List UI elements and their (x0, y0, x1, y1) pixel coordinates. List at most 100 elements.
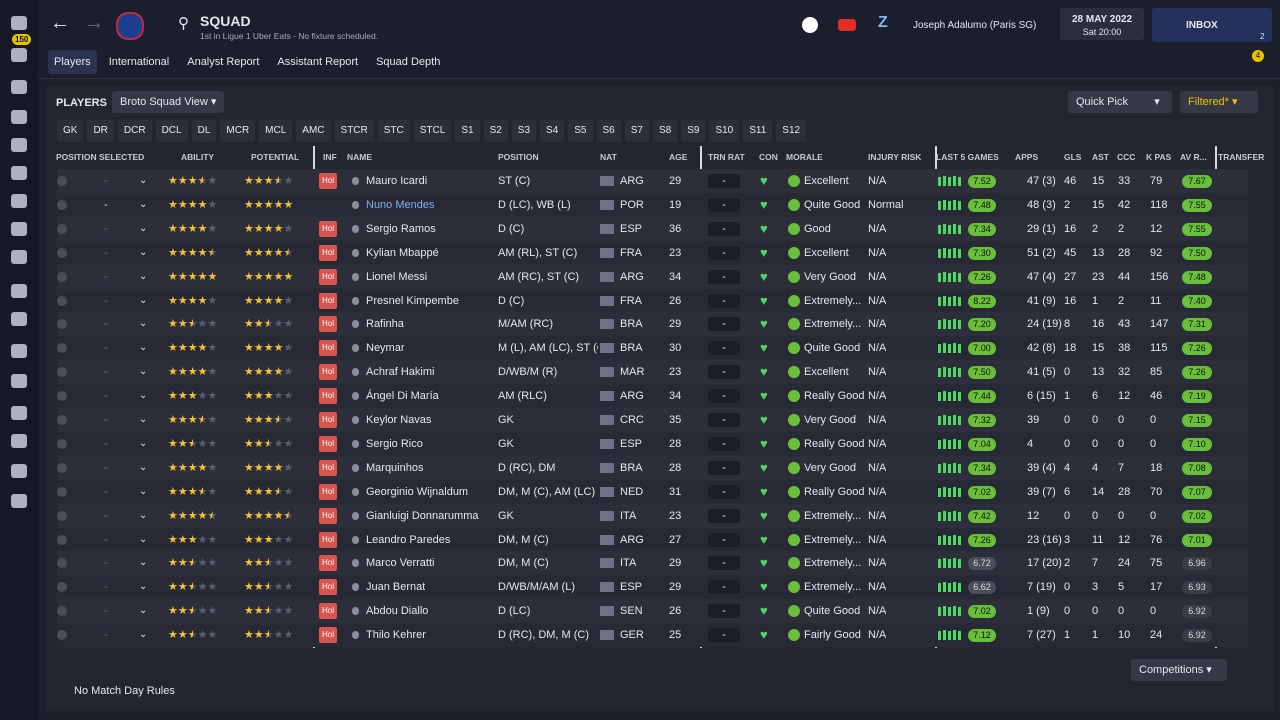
player-row[interactable]: - ⌄ ★★★★★ ★★★★★ Hol Juan Bernat D/WB/M/AM (L) E… (57, 575, 1248, 600)
nationality[interactable]: ARG (620, 533, 644, 546)
player-name[interactable]: Achraf Hakimi (366, 366, 435, 379)
player-row[interactable]: - ⌄ ★★★★★ ★★★★★ Hol Leandro Paredes DM, M (C) A… (57, 527, 1248, 552)
dropdown-arrow[interactable]: ⌄ (139, 533, 148, 545)
nav-icon[interactable] (11, 494, 27, 508)
dropdown-arrow[interactable]: ⌄ (139, 342, 148, 354)
position-filter[interactable]: S8 (652, 120, 678, 142)
column-header[interactable]: TRN RAT (708, 152, 745, 162)
nationality[interactable]: GER (620, 629, 644, 642)
nav-icon[interactable] (11, 110, 27, 124)
selected-position[interactable]: - (104, 437, 108, 450)
view-selector[interactable]: Broto Squad View ▾ (112, 91, 225, 113)
player-row[interactable]: - ⌄ ★★★★★ ★★★★★ Hol Achraf Hakimi D/WB/M (R) MA… (57, 360, 1248, 385)
position-filter[interactable]: AMC (296, 120, 331, 142)
column-header[interactable]: MORALE (786, 152, 823, 162)
dropdown-arrow[interactable]: ⌄ (139, 437, 148, 449)
dropdown-arrow[interactable]: ⌄ (139, 390, 148, 402)
player-row[interactable]: - ⌄ ★★★★★ ★★★★★ Hol Lionel Messi AM (RC), ST (… (57, 264, 1248, 289)
dropdown-arrow[interactable]: ⌄ (139, 629, 148, 641)
position-filter[interactable]: S7 (624, 120, 649, 142)
nationality[interactable]: SEN (620, 605, 643, 618)
dropdown-arrow[interactable]: ⌄ (139, 246, 148, 258)
player-row[interactable]: - ⌄ ★★★★★ ★★★★★ Hol Presnel Kimpembe D (C) FRA 2… (57, 288, 1248, 313)
club-crest[interactable] (116, 12, 144, 40)
position-filter[interactable]: S4 (540, 120, 565, 142)
nav-icon[interactable] (11, 344, 27, 358)
column-header[interactable]: ABILITY (181, 152, 215, 162)
player-name[interactable]: Marquinhos (366, 461, 424, 474)
nav-icon[interactable] (11, 16, 27, 30)
nationality[interactable]: ARG (620, 390, 644, 403)
player-row[interactable]: - ⌄ ★★★★★ ★★★★★ Hol Sergio Ramos D (C) ESP 36 - ♥ G… (57, 216, 1248, 241)
column-header[interactable]: POTENTIAL (251, 152, 300, 162)
dropdown-arrow[interactable]: ⌄ (139, 605, 148, 617)
player-name[interactable]: Abdou Diallo (366, 605, 429, 618)
player-row[interactable]: - ⌄ ★★★★★ ★★★★★ Hol Marco Verratti DM, M (C) IT… (57, 551, 1248, 576)
column-header[interactable]: GLS (1064, 152, 1082, 162)
date-box[interactable]: 28 MAY 2022 Sat 20:00 (1060, 8, 1144, 40)
ball-icon[interactable] (802, 17, 818, 33)
nav-icon[interactable] (11, 406, 27, 420)
column-header[interactable]: INF (323, 152, 337, 162)
column-header[interactable]: LAST 5 GAMES (936, 152, 999, 162)
player-row[interactable]: - ⌄ ★★★★★ ★★★★★ Hol Sergio Rico GK ESP 28 - ♥ Reall… (57, 431, 1248, 456)
position-filter[interactable]: STC (377, 120, 410, 142)
dropdown-arrow[interactable]: ⌄ (139, 557, 148, 569)
player-name[interactable]: Presnel Kimpembe (366, 294, 459, 307)
player-row[interactable]: - ⌄ ★★★★★ ★★★★★ Hol Neymar M (L), AM (LC), ST … (57, 336, 1248, 361)
position-filter[interactable]: S6 (596, 120, 621, 142)
nav-icon[interactable] (11, 194, 27, 208)
quick-pick-menu[interactable]: ▾ (1142, 91, 1172, 113)
dropdown-arrow[interactable]: ⌄ (139, 366, 148, 378)
selected-position[interactable]: - (104, 605, 108, 618)
selected-position[interactable]: - (104, 222, 108, 235)
column-header[interactable]: POSITION SELECTED (56, 152, 145, 162)
position-filter[interactable]: STCL (413, 120, 452, 142)
nationality[interactable]: ARG (620, 270, 644, 283)
tab[interactable]: Analyst Report (187, 56, 260, 68)
player-name[interactable]: Neymar (366, 342, 405, 355)
competitions-button[interactable]: Competitions ▾ (1131, 659, 1227, 681)
nationality[interactable]: ESP (620, 222, 643, 235)
column-header[interactable]: K PAS (1146, 152, 1172, 162)
dropdown-arrow[interactable]: ⌄ (139, 175, 148, 186)
tab[interactable]: Players (48, 50, 97, 74)
forward-button[interactable]: → (84, 12, 104, 34)
column-header[interactable]: AGE (669, 152, 688, 162)
nationality[interactable]: BRA (620, 461, 643, 474)
player-name[interactable]: Rafinha (366, 318, 404, 331)
player-name[interactable]: Lionel Messi (366, 270, 428, 283)
dropdown-arrow[interactable]: ⌄ (139, 318, 148, 330)
player-row[interactable]: - ⌄ ★★★★★ ★★★★★ Hol Mauro Icardi ST (C) ARG 29 - ♥… (57, 169, 1248, 193)
selected-position[interactable]: - (104, 318, 108, 331)
tab[interactable]: Squad Depth (376, 56, 441, 68)
player-name[interactable]: Leandro Paredes (366, 533, 451, 546)
player-name[interactable]: Marco Verratti (366, 557, 435, 570)
position-filter[interactable]: S1 (455, 120, 480, 142)
nationality[interactable]: FRA (620, 246, 642, 259)
player-row[interactable]: - ⌄ ★★★★★ ★★★★★ Hol Thilo Kehrer D (RC), DM, M… (57, 623, 1248, 648)
player-row[interactable]: - ⌄ ★★★★★ ★★★★★ Hol Ángel Di María AM (RLC) ARG… (57, 384, 1248, 409)
selected-position[interactable]: - (104, 581, 108, 594)
position-filter[interactable]: DCR (117, 120, 152, 142)
player-name[interactable]: Ángel Di María (366, 390, 439, 403)
selected-position[interactable]: - (104, 342, 108, 355)
player-name[interactable]: Georginio Wijnaldum (366, 485, 469, 498)
nav-icon[interactable] (11, 80, 27, 94)
nav-icon[interactable] (11, 312, 27, 326)
position-filter[interactable]: GK (57, 120, 84, 142)
tab[interactable]: International (108, 56, 170, 68)
position-filter[interactable]: S11 (743, 120, 773, 142)
nationality[interactable]: NED (620, 485, 644, 498)
dropdown-arrow[interactable]: ⌄ (139, 485, 148, 497)
nav-icon[interactable] (11, 374, 27, 388)
dropdown-arrow[interactable]: ⌄ (139, 414, 148, 425)
nav-icon[interactable] (11, 222, 27, 236)
nationality[interactable]: ESP (620, 437, 643, 450)
alerts-badge[interactable]: 4 (1252, 50, 1264, 62)
player-row[interactable]: - ⌄ ★★★★★ ★★★★★ Hol Marquinhos D (RC), DM BRA 28… (57, 455, 1248, 480)
player-row[interactable]: - ⌄ ★★★★★ ★★★★★ Hol Abdou Diallo D (LC) SEN 26 - ♥… (57, 599, 1248, 624)
filter-button[interactable]: Filtered* ▾ (1180, 91, 1258, 113)
position-filter[interactable]: S12 (776, 120, 807, 142)
nationality[interactable]: CRC (620, 414, 644, 426)
